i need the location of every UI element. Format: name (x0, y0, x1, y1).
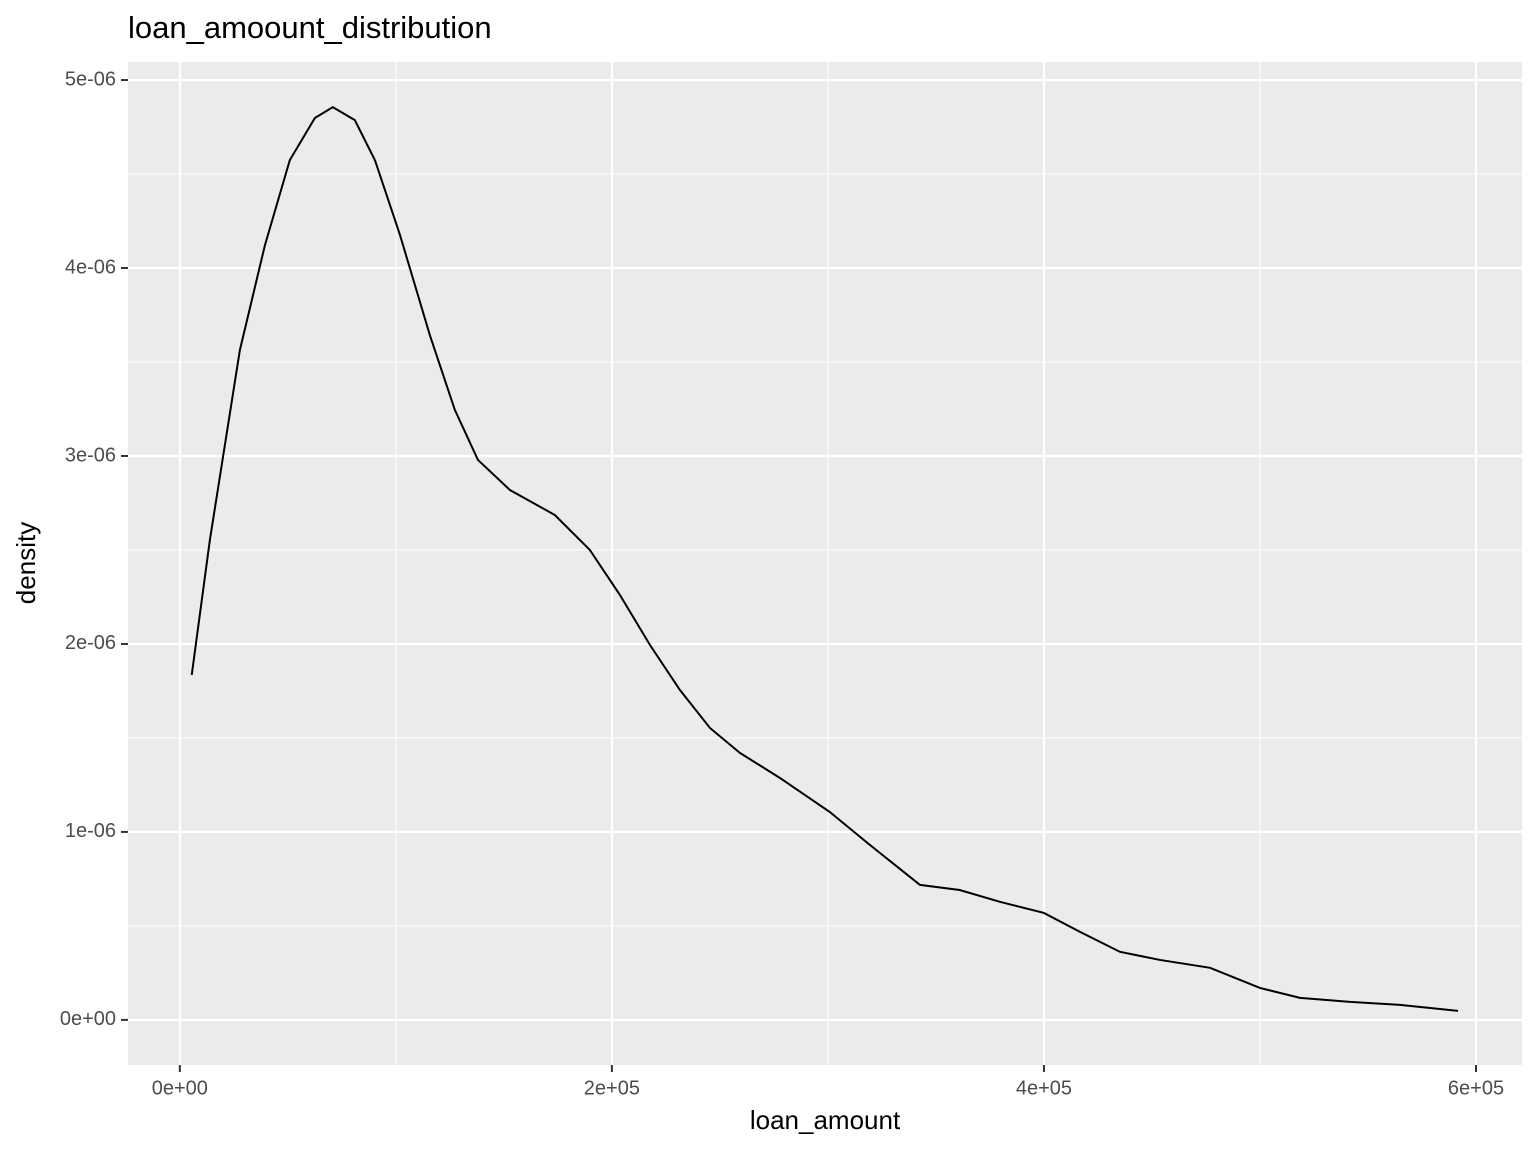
grid (128, 62, 1522, 1065)
y-tick-label: 1e-06 (65, 820, 116, 842)
x-tick-label: 4e+05 (1016, 1077, 1072, 1099)
x-axis-title: loan_amount (750, 1105, 901, 1135)
y-tick-label: 2e-06 (65, 632, 116, 654)
y-tick-label: 3e-06 (65, 444, 116, 466)
y-tick-label: 4e-06 (65, 256, 116, 278)
x-tick-label: 0e+00 (152, 1077, 208, 1099)
y-axis-title: density (11, 522, 41, 604)
x-tick-label: 6e+05 (1448, 1077, 1504, 1099)
y-tick-label: 5e-06 (65, 68, 116, 90)
y-tick-label: 0e+00 (60, 1008, 116, 1030)
chart-title: loan_amoount_distribution (128, 10, 492, 45)
panel (128, 62, 1522, 1065)
density-line (190, 105, 1459, 1012)
x-tick-label: 2e+05 (584, 1077, 640, 1099)
